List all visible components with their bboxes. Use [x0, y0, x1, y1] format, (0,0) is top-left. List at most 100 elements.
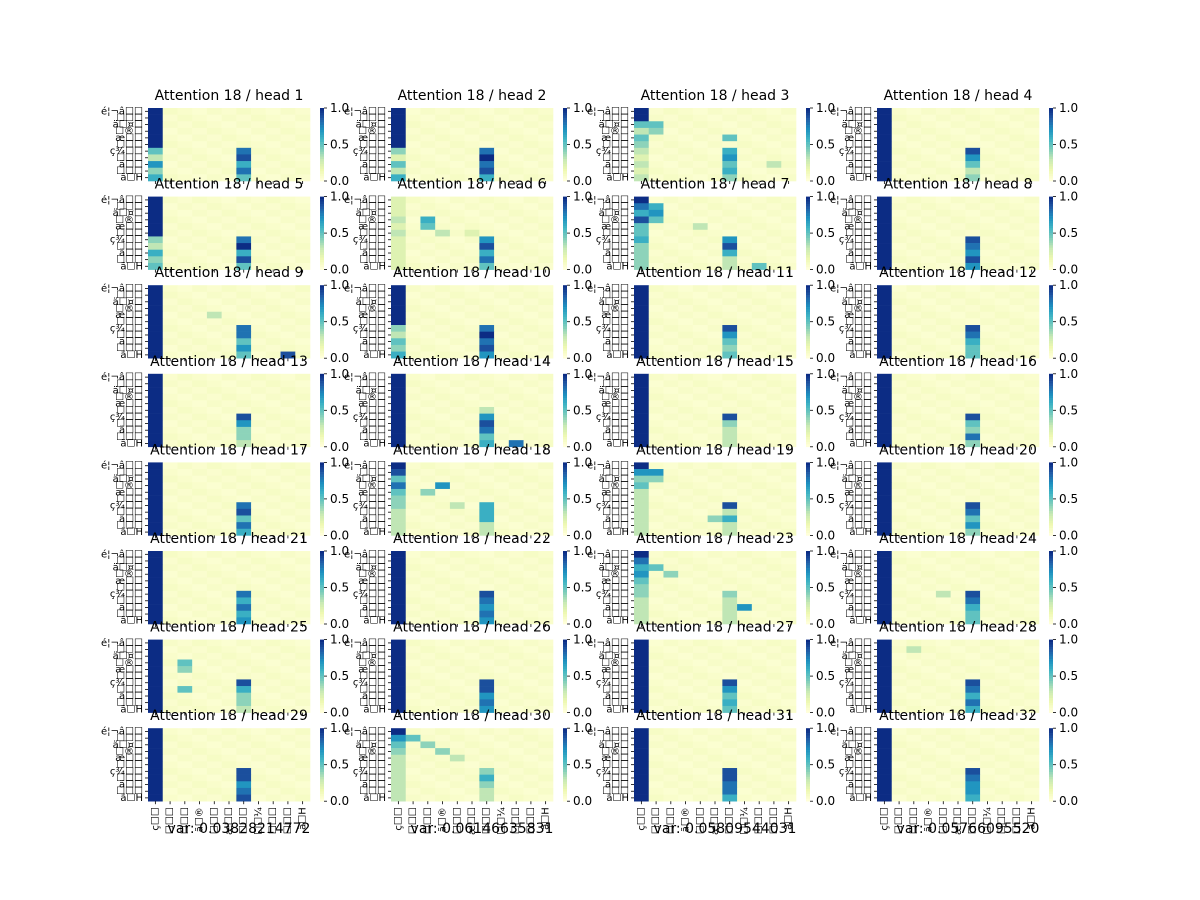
heatmap-cell — [906, 174, 922, 182]
heatmap-cell — [663, 161, 679, 169]
heatmap-cell — [1024, 522, 1040, 530]
heatmap-cell — [265, 325, 281, 332]
heatmap-cell — [464, 433, 480, 441]
heatmap-cell — [391, 564, 407, 572]
heatmap-cell — [405, 318, 421, 326]
heatmap-cell — [722, 141, 738, 149]
heatmap-cell — [921, 557, 937, 565]
heatmap-cell — [980, 406, 996, 414]
heatmap-cell — [1009, 551, 1025, 558]
heatmap-head-3: Attention 18 / head 3é¦¬â☐☐☐☐☐ä☐¤☐☐®☐æ☐☐… — [587, 88, 835, 188]
y-tick-label: ☐☐☐ — [845, 467, 872, 478]
heatmap-cell — [663, 610, 679, 618]
colorbar-segment — [563, 592, 567, 596]
heatmap-cell — [148, 551, 164, 558]
heatmap-cell — [420, 420, 436, 428]
heatmap-cell — [634, 420, 650, 428]
heatmap-cell — [420, 488, 436, 496]
heatmap-cell — [891, 331, 907, 339]
heatmap-cell — [663, 433, 679, 441]
y-tick-label: é¦¬â☐☐ — [344, 637, 386, 649]
y-tick-label: ä☐☐ — [119, 159, 143, 170]
colorbar-segment — [320, 398, 324, 401]
colorbar-segment — [1049, 171, 1053, 174]
y-tick-label: ã☐H — [363, 350, 386, 361]
heatmap-cell — [420, 256, 436, 264]
heatmap-cell — [479, 515, 495, 523]
heatmap-cell — [965, 597, 981, 605]
heatmap-cell — [177, 331, 193, 339]
colorbar-segment — [806, 329, 810, 332]
colorbar-segment — [320, 439, 324, 443]
heatmap-cell — [781, 114, 797, 122]
colorbar-segment — [563, 235, 567, 239]
y-tick-label: ☐☐☐ — [602, 113, 629, 124]
heatmap-cell — [634, 216, 650, 224]
heatmap-cell — [391, 256, 407, 264]
heatmap-cell — [206, 387, 222, 395]
heatmap-cell — [1024, 223, 1040, 231]
colorbar-segment — [563, 654, 567, 657]
heatmap-cell — [980, 387, 996, 395]
heatmap-cell — [648, 617, 664, 625]
heatmap-cell — [464, 154, 480, 162]
colorbar-segment — [1049, 208, 1053, 212]
heatmap-cell — [634, 557, 650, 565]
heatmap-cell — [464, 495, 480, 503]
heatmap-cell — [391, 380, 407, 388]
y-tick-label: æ☐☐ — [601, 487, 629, 498]
colorbar-segment — [1049, 434, 1053, 438]
heatmap-cell — [265, 672, 281, 680]
colorbar-segment — [806, 142, 810, 145]
heatmap-cell — [663, 318, 679, 326]
heatmap-cell — [737, 528, 753, 536]
heatmap-cell — [906, 305, 922, 313]
heatmap-cell — [479, 373, 495, 381]
y-tick-label: ☐®☐ — [601, 392, 629, 403]
heatmap-cell — [177, 488, 193, 496]
heatmap-cell — [449, 209, 465, 217]
y-tick-label: ☐☐☐ — [845, 507, 872, 518]
heatmap-cell — [251, 344, 267, 352]
colorbar-segment — [563, 508, 567, 512]
y-tick-label: ä☐¤☐ — [113, 385, 143, 396]
colorbar-segment — [563, 196, 567, 200]
heatmap-cell — [508, 440, 524, 448]
heatmap-cell — [192, 380, 208, 388]
heatmap-cell — [405, 229, 421, 237]
heatmap-cell — [280, 167, 296, 175]
y-tick-label: ã☐H — [363, 261, 386, 272]
heatmap-cell — [177, 610, 193, 618]
colorbar-segment — [563, 606, 567, 610]
colorbar-segment — [320, 346, 324, 349]
heatmap-cell — [449, 285, 465, 293]
heatmap-cell — [494, 229, 510, 237]
heatmap-cell — [523, 380, 539, 388]
colorbar-segment — [563, 329, 567, 332]
heatmap-cell — [251, 338, 267, 346]
heatmap-cell — [192, 196, 208, 204]
y-tick-label: ☐☐☐ — [359, 467, 386, 478]
heatmap-cell — [891, 380, 907, 388]
heatmap-cell — [162, 577, 178, 585]
colorbar-segment — [1049, 563, 1053, 566]
y-tick-label: ☐☐☐ — [359, 153, 386, 164]
heatmap-cell — [420, 331, 436, 339]
heatmap-cell — [1009, 482, 1025, 490]
heatmap-cell — [722, 508, 738, 516]
heatmap-cell — [280, 393, 296, 401]
heatmap-cell — [781, 515, 797, 523]
colorbar-segment — [320, 338, 324, 342]
colorbar-segment — [1049, 309, 1053, 313]
heatmap-cell — [420, 196, 436, 204]
heatmap-cell — [891, 508, 907, 516]
heatmap-cell — [280, 400, 296, 408]
heatmap-cell — [1009, 344, 1025, 352]
heatmap-cell — [1009, 617, 1025, 625]
heatmap-cell — [935, 570, 951, 578]
heatmap-cell — [950, 154, 966, 162]
heatmap-cell — [921, 141, 937, 149]
heatmap-cell — [935, 590, 951, 598]
heatmap-cell — [449, 249, 465, 257]
heatmap-cell — [479, 577, 495, 585]
